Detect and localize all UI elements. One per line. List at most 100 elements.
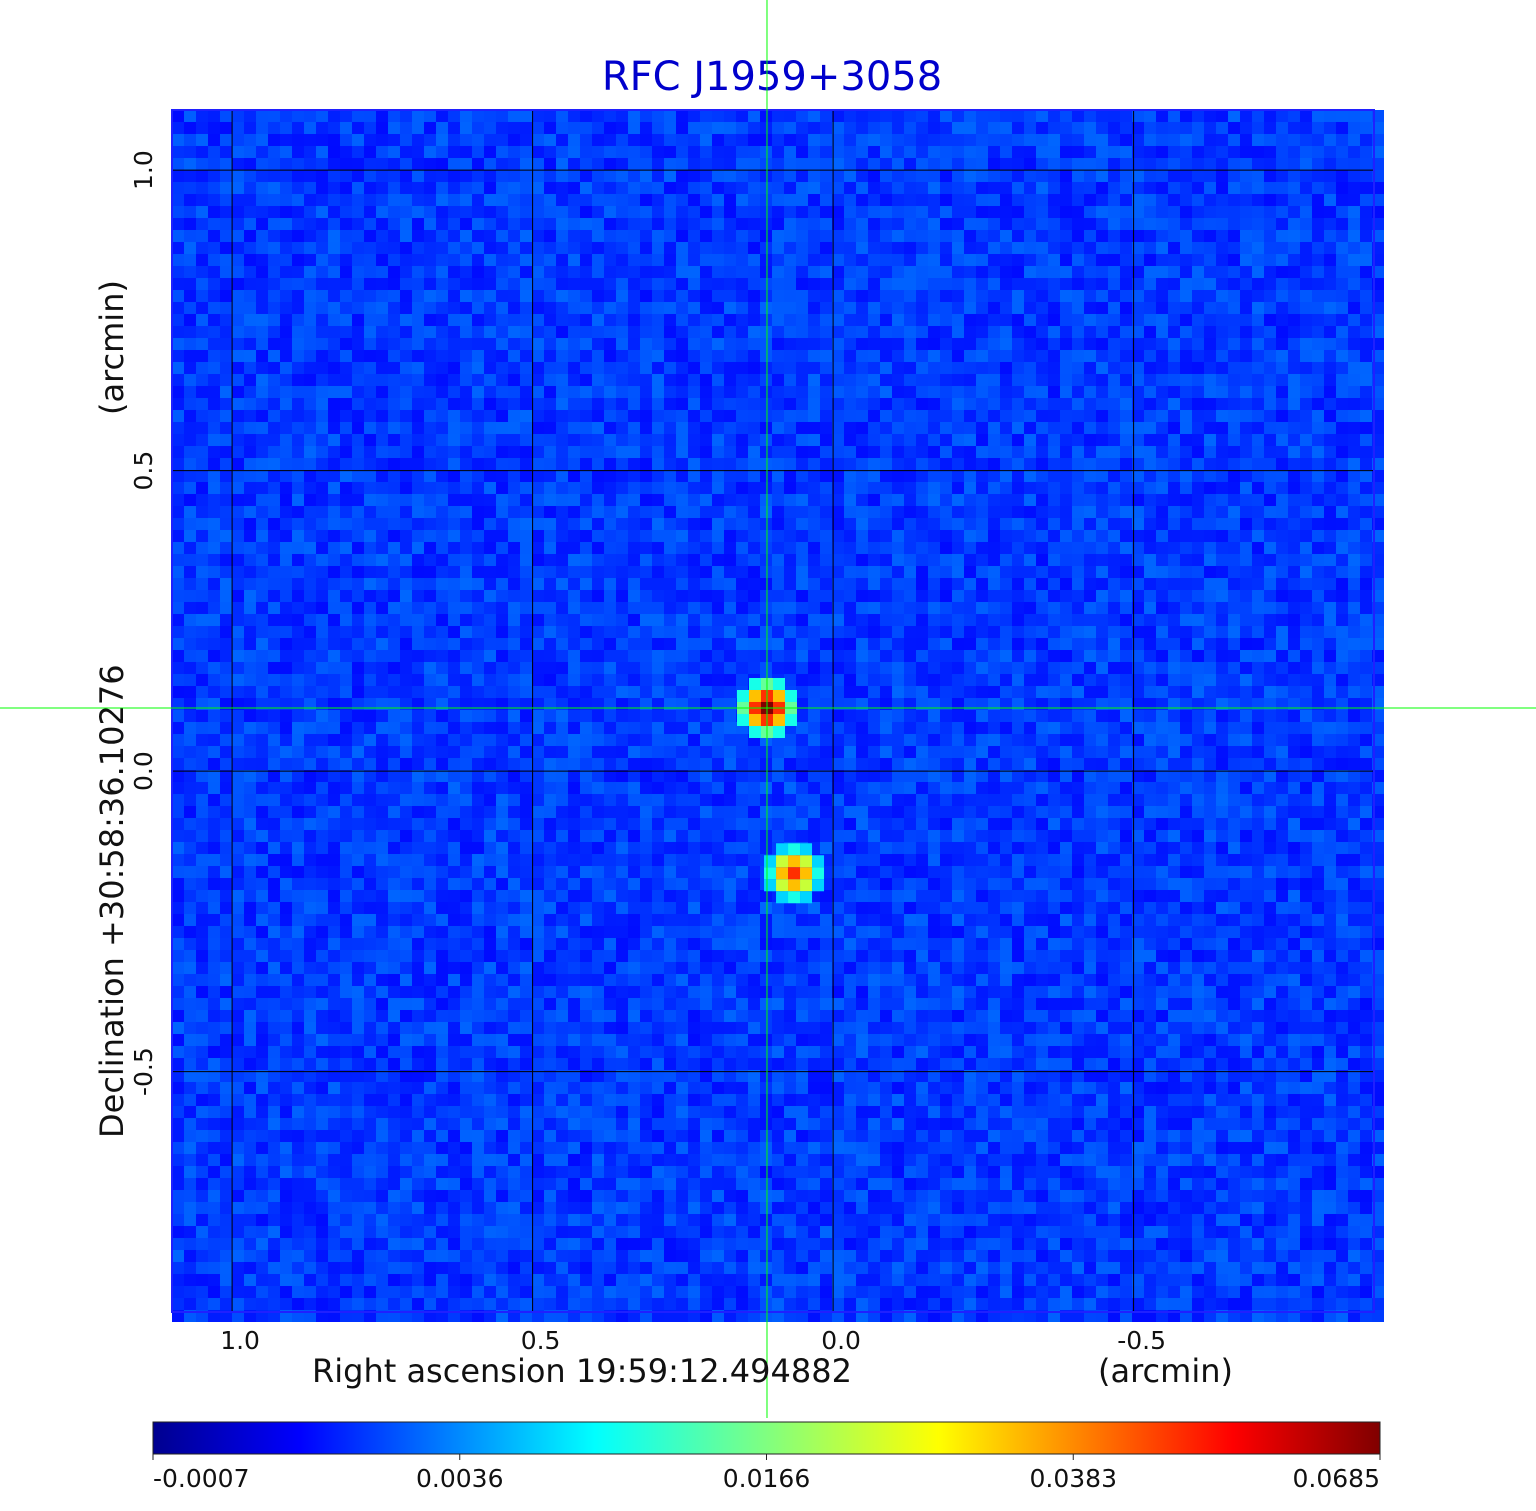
- noise-pixel: [472, 698, 484, 710]
- noise-pixel: [1252, 686, 1264, 698]
- noise-pixel: [1180, 374, 1192, 386]
- noise-pixel: [928, 482, 940, 494]
- noise-pixel: [328, 518, 340, 530]
- noise-pixel: [1168, 614, 1180, 626]
- noise-pixel: [1192, 422, 1204, 434]
- noise-pixel: [940, 194, 952, 206]
- noise-pixel: [508, 602, 520, 614]
- noise-pixel: [1348, 674, 1360, 686]
- noise-pixel: [856, 218, 868, 230]
- noise-pixel: [1216, 314, 1228, 326]
- noise-pixel: [1264, 290, 1276, 302]
- noise-pixel: [256, 146, 268, 158]
- noise-pixel: [1228, 122, 1240, 134]
- noise-pixel: [1144, 650, 1156, 662]
- noise-pixel: [1324, 134, 1336, 146]
- noise-pixel: [520, 566, 532, 578]
- noise-pixel: [268, 518, 280, 530]
- noise-pixel: [280, 470, 292, 482]
- noise-pixel: [916, 566, 928, 578]
- noise-pixel: [1084, 122, 1096, 134]
- noise-pixel: [1336, 626, 1348, 638]
- noise-pixel: [568, 422, 580, 434]
- noise-pixel: [448, 542, 460, 554]
- noise-pixel: [328, 338, 340, 350]
- noise-pixel: [448, 278, 460, 290]
- noise-pixel: [676, 422, 688, 434]
- noise-pixel: [484, 614, 496, 626]
- noise-pixel: [568, 686, 580, 698]
- noise-pixel: [652, 590, 664, 602]
- noise-pixel: [916, 350, 928, 362]
- noise-pixel: [448, 110, 460, 122]
- noise-pixel: [784, 602, 796, 614]
- noise-pixel: [964, 494, 976, 506]
- noise-pixel: [484, 350, 496, 362]
- noise-pixel: [1036, 638, 1048, 650]
- noise-pixel: [904, 302, 916, 314]
- noise-pixel: [1060, 134, 1072, 146]
- noise-pixel: [544, 326, 556, 338]
- noise-pixel: [928, 566, 940, 578]
- noise-pixel: [340, 434, 352, 446]
- noise-pixel: [928, 350, 940, 362]
- noise-pixel: [232, 134, 244, 146]
- noise-pixel: [1276, 362, 1288, 374]
- noise-pixel: [892, 350, 904, 362]
- noise-pixel: [1096, 482, 1108, 494]
- noise-pixel: [784, 362, 796, 374]
- noise-pixel: [1300, 530, 1312, 542]
- noise-pixel: [544, 410, 556, 422]
- noise-pixel: [256, 278, 268, 290]
- noise-pixel: [364, 374, 376, 386]
- noise-pixel: [844, 458, 856, 470]
- noise-pixel: [484, 146, 496, 158]
- noise-pixel: [292, 218, 304, 230]
- noise-pixel: [664, 506, 676, 518]
- noise-pixel: [760, 338, 772, 350]
- noise-pixel: [592, 566, 604, 578]
- noise-pixel: [532, 254, 544, 266]
- noise-pixel: [616, 674, 628, 686]
- noise-pixel: [976, 494, 988, 506]
- noise-pixel: [1060, 638, 1072, 650]
- noise-pixel: [964, 398, 976, 410]
- noise-pixel: [1096, 146, 1108, 158]
- noise-pixel: [244, 614, 256, 626]
- noise-pixel: [520, 434, 532, 446]
- noise-pixel: [1048, 266, 1060, 278]
- noise-pixel: [760, 554, 772, 566]
- noise-pixel: [316, 434, 328, 446]
- noise-pixel: [1084, 638, 1096, 650]
- noise-pixel: [1144, 158, 1156, 170]
- noise-pixel: [436, 614, 448, 626]
- noise-pixel: [412, 698, 424, 710]
- noise-pixel: [436, 326, 448, 338]
- noise-pixel: [304, 542, 316, 554]
- noise-pixel: [904, 470, 916, 482]
- noise-pixel: [976, 626, 988, 638]
- noise-pixel: [196, 566, 208, 578]
- noise-pixel: [184, 206, 196, 218]
- noise-pixel: [436, 206, 448, 218]
- noise-pixel: [1060, 122, 1072, 134]
- noise-pixel: [616, 506, 628, 518]
- noise-pixel: [1348, 122, 1360, 134]
- noise-pixel: [580, 614, 592, 626]
- noise-pixel: [400, 230, 412, 242]
- noise-pixel: [208, 338, 220, 350]
- noise-pixel: [688, 482, 700, 494]
- noise-pixel: [1252, 434, 1264, 446]
- noise-pixel: [244, 170, 256, 182]
- noise-pixel: [1180, 254, 1192, 266]
- noise-pixel: [1120, 542, 1132, 554]
- noise-pixel: [352, 182, 364, 194]
- noise-pixel: [712, 434, 724, 446]
- noise-pixel: [1228, 626, 1240, 638]
- noise-pixel: [256, 326, 268, 338]
- noise-pixel: [1084, 218, 1096, 230]
- noise-pixel: [556, 314, 568, 326]
- noise-pixel: [556, 578, 568, 590]
- noise-pixel: [1084, 446, 1096, 458]
- noise-pixel: [940, 362, 952, 374]
